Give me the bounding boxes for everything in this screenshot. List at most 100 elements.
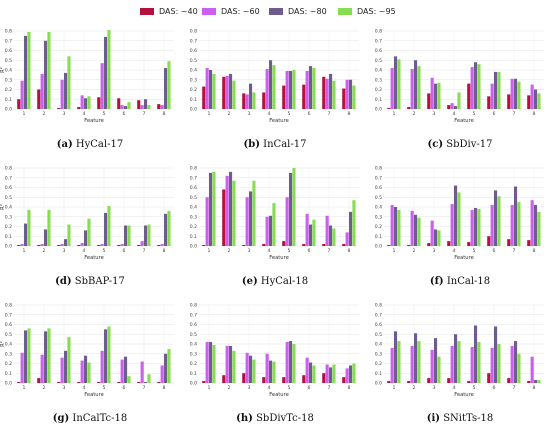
y-tick-label: 0.1 (5, 97, 12, 103)
x-tick-label: 8 (348, 111, 351, 117)
x-tick-label: 4 (83, 385, 86, 391)
x-tick-label: 7 (513, 111, 516, 117)
x-tick-label: 4 (268, 248, 271, 254)
bar (342, 244, 346, 246)
bar (265, 216, 269, 246)
bar (140, 361, 144, 383)
y-tick-label: 0.5 (375, 58, 382, 64)
bar (289, 70, 293, 109)
bar (349, 211, 353, 246)
panel-name: SbDiv-17 (443, 139, 493, 150)
bar (450, 345, 454, 383)
x-tick-label: 2 (228, 385, 231, 391)
bar (305, 357, 309, 383)
y-tick-label: 0.1 (375, 234, 382, 240)
legend-item: DAS: ~95 (338, 5, 396, 17)
y-tick-label: 0.1 (5, 234, 12, 240)
bar (510, 205, 514, 246)
bar (117, 245, 121, 246)
bar (47, 209, 51, 246)
bar (292, 344, 296, 383)
bar (269, 215, 273, 246)
y-tick-label: 0.0 (375, 244, 382, 250)
bar (447, 241, 451, 247)
bar (127, 376, 131, 383)
bar (437, 82, 441, 109)
y-tick-label: 0.2 (190, 224, 197, 230)
bar (285, 197, 289, 246)
panel-letter: (b) (243, 139, 260, 150)
bar (124, 356, 128, 383)
bar (414, 333, 418, 383)
y-tick-label: 0.6 (190, 48, 197, 54)
x-tick-label: 1 (23, 248, 26, 254)
bar (24, 330, 28, 383)
bar (414, 214, 418, 246)
y-tick-label: 0.8 (375, 29, 382, 35)
bar (140, 241, 144, 247)
y-tick-label: 0.5 (5, 195, 12, 201)
y-tick-label: 0.8 (375, 303, 382, 309)
y-tick-label: 0.0 (5, 381, 12, 387)
panel-caption: (a) HyCal-17 (0, 139, 180, 150)
legend-swatch (269, 7, 283, 15)
bar (137, 382, 141, 383)
bar (229, 171, 233, 246)
bar (232, 180, 236, 246)
y-tick-label: 0.7 (5, 38, 12, 44)
y-tick-label: 0.1 (375, 371, 382, 377)
panel-letter: (g) (52, 413, 70, 424)
x-tick-label: 1 (23, 111, 26, 117)
y-tick-label: 0.4 (5, 205, 12, 211)
x-tick-label: 4 (453, 248, 456, 254)
x-tick-label: 6 (493, 248, 496, 254)
bar (417, 217, 421, 246)
x-tick-label: 6 (493, 111, 496, 117)
chart-panel: 0.0 0.1 0.2 0.3 0.4 0.5 0.6 0.7 0.8 1 2 3 4 5 6 7 8 Featu… (0, 25, 180, 162)
bar (494, 326, 498, 383)
bar (394, 207, 398, 246)
y-tick-label: 0.1 (375, 97, 382, 103)
legend-label: DAS: ~80 (288, 6, 327, 16)
bar (77, 107, 81, 109)
bar (167, 210, 171, 246)
bar (487, 96, 491, 109)
bar (107, 206, 111, 246)
x-tick-label: 3 (63, 111, 66, 117)
chart-svg: 0.0 0.1 0.2 0.3 0.4 0.5 0.6 0.7 0.8 1 2 3 4 5 6 7 8 Featu… (190, 303, 359, 398)
bar (450, 103, 454, 109)
bar (205, 68, 209, 109)
chart-svg: 0.0 0.1 0.2 0.3 0.4 0.5 0.6 0.7 0.8 1 2 3 4 5 6 7 8 Featu… (190, 166, 359, 261)
y-tick-label: 0.6 (190, 322, 197, 328)
panel-caption: (h) SbDivTc-18 (185, 413, 365, 424)
x-axis-label: Feature (84, 255, 104, 261)
bar (80, 243, 84, 246)
x-tick-label: 2 (413, 385, 416, 391)
bar (309, 362, 313, 383)
bar (349, 365, 353, 383)
bar (242, 245, 246, 246)
y-tick-label: 0.0 (190, 381, 197, 387)
bar (164, 213, 168, 246)
x-axis-label: Feature (454, 255, 474, 261)
bar (262, 92, 266, 109)
bar (37, 245, 41, 246)
y-tick-label: 0.3 (190, 77, 197, 83)
x-tick-label: 8 (163, 385, 166, 391)
bar (450, 204, 454, 246)
bar (147, 374, 151, 383)
bar (454, 106, 458, 109)
chart-svg: 0.0 0.1 0.2 0.3 0.4 0.5 0.6 0.7 0.8 1 2 3 4 5 6 7 8 Featu… (0, 303, 174, 398)
panel-name: SbBAP-17 (71, 276, 125, 287)
bar (27, 328, 31, 383)
bar (262, 244, 266, 246)
bar (514, 186, 518, 246)
bar (537, 380, 541, 383)
y-tick-label: 0.8 (190, 166, 197, 172)
bar (342, 377, 346, 383)
bar (527, 381, 531, 383)
x-tick-label: 7 (328, 248, 331, 254)
x-tick-label: 3 (433, 111, 436, 117)
bar (325, 215, 329, 246)
bar (497, 344, 501, 383)
